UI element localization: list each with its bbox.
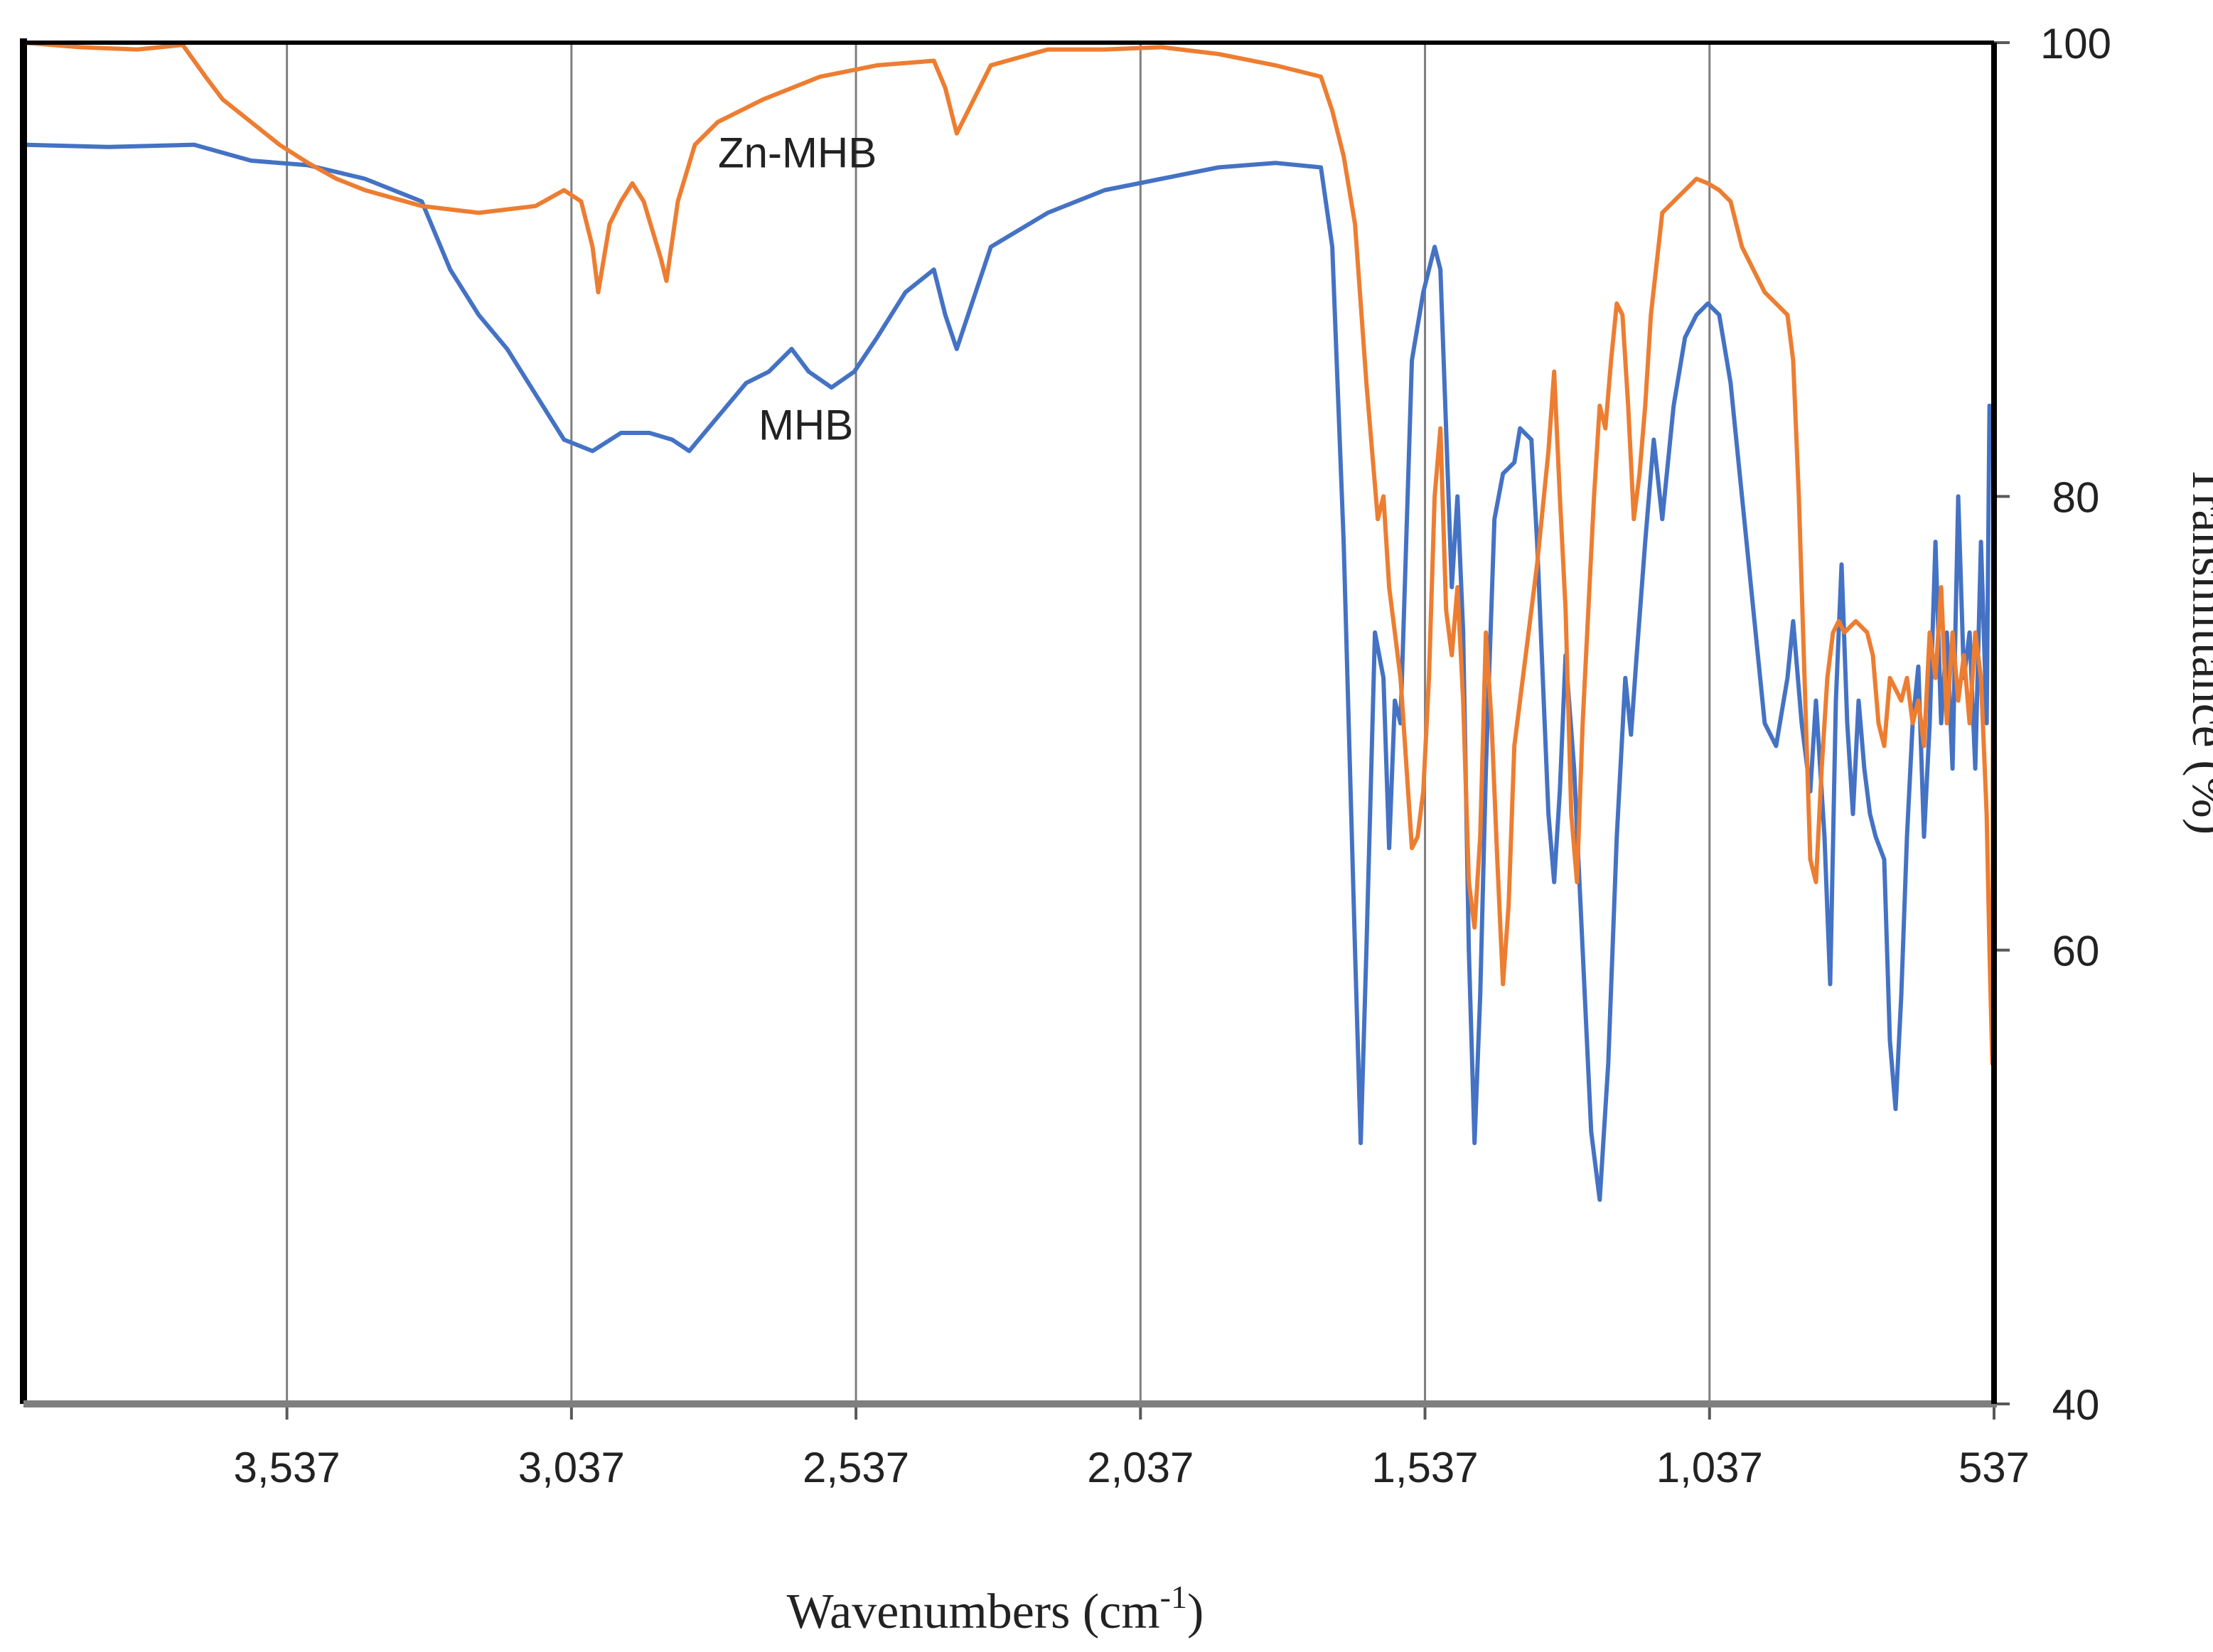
y-tick-label: 80 — [2052, 473, 2100, 521]
gridlines — [286, 43, 1711, 1404]
x-tick-label: 3,537 — [234, 1444, 341, 1491]
x-tick-label: 1,037 — [1656, 1444, 1763, 1491]
series-annotations: Zn-MHB MHB — [718, 129, 877, 449]
y-tick-label: 60 — [2052, 928, 2100, 975]
x-axis-title: Wavenumbers (cm-1) — [787, 1579, 1204, 1639]
series-line-zn-mhb — [23, 41, 1996, 1066]
x-tick-label: 2,537 — [803, 1444, 909, 1491]
series-annotation: Zn-MHB — [718, 129, 877, 177]
x-tick-label: 1,537 — [1371, 1444, 1478, 1491]
x-tick-label: 537 — [1959, 1444, 2030, 1491]
y-tick-label: 40 — [2052, 1381, 2100, 1429]
series-line-mhb — [23, 142, 1996, 1202]
y-axis-title: Transmittance (%) — [2182, 465, 2213, 835]
x-tick-label: 3,037 — [518, 1444, 625, 1491]
tick-labels: 3,537 3,037 2,537 2,037 1,537 1,037 537 40 60 80 1… — [234, 20, 2112, 1491]
series-annotation: MHB — [759, 402, 853, 449]
x-tick-label: 2,037 — [1087, 1444, 1194, 1491]
axes — [20, 38, 2010, 1420]
series-lines — [23, 41, 1996, 1202]
y-tick-label: 100 — [2040, 20, 2111, 68]
